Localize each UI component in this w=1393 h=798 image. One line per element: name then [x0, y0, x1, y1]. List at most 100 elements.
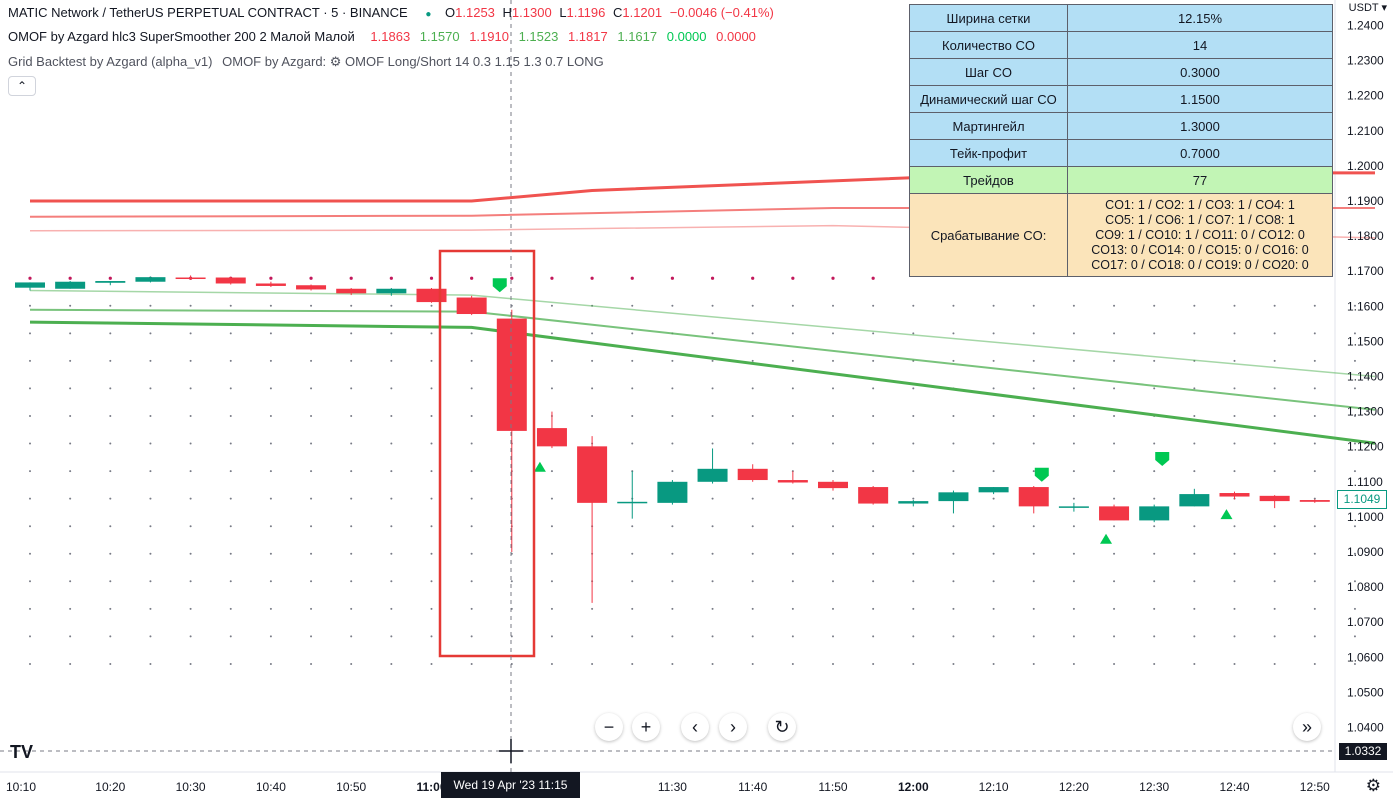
grid-level-dot: [149, 414, 152, 417]
grid-level-dot: [109, 332, 112, 335]
stats-row: Трейдов 77: [909, 166, 1333, 194]
time-tick-label: 12:40: [1219, 780, 1249, 794]
price-tick-label: 1.2400: [1347, 19, 1384, 33]
indicator-name[interactable]: OMOF by Azgard hlc3 SuperSmoother 200 2 …: [8, 29, 355, 44]
grid-level-dot: [189, 442, 192, 445]
grid-level-dot: [992, 470, 995, 473]
grid-level-dot: [791, 497, 794, 500]
grid-level-dot: [671, 442, 674, 445]
backtest-stats-table: Ширина сетки 12.15% Количество CO 14 Шаг CO 0…: [909, 4, 1333, 277]
indicator-legend-1[interactable]: OMOF by Azgard hlc3 SuperSmoother 200 2 …: [8, 29, 760, 44]
grid-level-dot: [872, 662, 875, 665]
stats-value: 0.7000: [1067, 139, 1333, 167]
grid-level-dot: [591, 332, 594, 335]
grid-level-dot: [992, 387, 995, 390]
grid-level-dot: [751, 304, 754, 307]
symbol-title[interactable]: MATIC Network / TetherUS PERPETUAL CONTR…: [8, 5, 408, 20]
grid-level-dot: [952, 580, 955, 583]
time-tick-label: 12:30: [1139, 780, 1169, 794]
candle: [1139, 504, 1170, 523]
grid-level-dot: [992, 497, 995, 500]
grid-level-dot: [350, 525, 353, 528]
grid-level-dot: [550, 662, 553, 665]
grid-level-dot: [430, 607, 433, 610]
symbol-legend: MATIC Network / TetherUS PERPETUAL CONTR…: [8, 5, 778, 20]
grid-level-dot: [1153, 359, 1156, 362]
grid-level-dot: [1313, 332, 1316, 335]
grid-level-dot: [1113, 387, 1116, 390]
zoom-in-button[interactable]: +: [632, 713, 660, 741]
reset-chart-button[interactable]: ↻: [768, 713, 796, 741]
grid-level-dot: [390, 607, 393, 610]
candle: [135, 276, 166, 283]
grid-level-dot: [711, 359, 714, 362]
grid-level-dot: [992, 442, 995, 445]
grid-level-dot: [69, 525, 72, 528]
grid-level-dot: [390, 442, 393, 445]
grid-level-dot: [29, 442, 31, 445]
chart-settings-button[interactable]: ⚙: [1366, 776, 1381, 796]
scroll-left-button[interactable]: ‹: [681, 713, 709, 741]
grid-level-dot: [791, 580, 794, 583]
price-tick-label: 1.1300: [1347, 405, 1384, 419]
grid-level-dot: [1233, 442, 1236, 445]
grid-level-dot: [1072, 580, 1075, 583]
grid-level-dot: [1193, 552, 1196, 555]
scroll-right-button[interactable]: ›: [719, 713, 747, 741]
indicator-legend-2[interactable]: Grid Backtest by Azgard (alpha_v1) OMOF …: [8, 54, 608, 70]
zoom-out-button[interactable]: −: [595, 713, 623, 741]
grid-level-dot: [390, 304, 393, 307]
grid-level-dot: [751, 635, 754, 638]
grid-level-dot: [149, 497, 152, 500]
grid-level-dot: [1153, 304, 1156, 307]
grid-level-dot: [470, 580, 473, 583]
go-to-latest-button[interactable]: »: [1293, 713, 1321, 741]
grid-level-dot: [1313, 442, 1316, 445]
tradingview-logo[interactable]: TV: [10, 742, 33, 763]
grid-level-dot: [69, 470, 72, 473]
grid-level-dot: [791, 662, 794, 665]
candle-body: [496, 318, 527, 431]
grid-level-dot: [1193, 414, 1196, 417]
candle: [617, 471, 648, 519]
time-tick-label: 11:30: [658, 780, 687, 794]
currency-label: USDT: [1348, 2, 1379, 14]
grid-level-dot: [992, 414, 995, 417]
time-tick-label: 10:20: [95, 780, 125, 794]
grid-level-dot: [1153, 662, 1156, 665]
grid-level-dot: [1032, 552, 1035, 555]
grid-level-dot: [671, 387, 674, 390]
grid-level-dot: [631, 635, 634, 638]
stats-row: Мартингейл 1.3000: [909, 112, 1333, 140]
grid-level-dot: [1113, 332, 1116, 335]
grid-level-dot: [1032, 580, 1035, 583]
price-axis[interactable]: 1.2400 1.2300 1.2200 1.2100 1.2000 1.1900 1.18…: [1347, 19, 1384, 735]
grid-level-dot: [29, 470, 31, 473]
grid-level-dot: [109, 442, 112, 445]
grid-level-dot: [1353, 332, 1356, 335]
strategy-name[interactable]: Grid Backtest by Azgard (alpha_v1): [8, 54, 213, 69]
currency-selector[interactable]: USDT ▾: [1349, 1, 1387, 14]
grid-level-dot: [872, 607, 875, 610]
collapse-legend-button[interactable]: ⌃: [8, 76, 36, 96]
candle: [55, 281, 86, 289]
grid-level-dot: [1113, 497, 1116, 500]
time-axis[interactable]: 10:10 10:20 10:30 10:40 10:50 11:00 11:30 11:40…: [6, 780, 1330, 794]
grid-level-dot: [1273, 662, 1276, 665]
grid-level-dot: [630, 276, 634, 280]
candle: [1099, 504, 1130, 521]
grid-level-dot: [1193, 635, 1196, 638]
grid-level-dot: [791, 552, 794, 555]
grid-level-dot: [952, 607, 955, 610]
grid-level-dot: [149, 359, 152, 362]
stats-value: 14: [1067, 31, 1333, 59]
grid-level-dot: [1313, 414, 1316, 417]
co-trigger-line: CO1: 1 / CO2: 1 / CO3: 1 / CO4: 1: [1105, 197, 1295, 212]
grid-level-dot: [1233, 607, 1236, 610]
grid-level-dot: [1193, 387, 1196, 390]
sell-signal-marker: [1034, 467, 1049, 482]
double-chevron-right-icon: »: [1301, 717, 1312, 737]
grid-level-dot: [109, 497, 112, 500]
change-value: −0.0046 (−0.41%): [669, 5, 774, 20]
indicator-value: 1.1910: [469, 29, 509, 44]
